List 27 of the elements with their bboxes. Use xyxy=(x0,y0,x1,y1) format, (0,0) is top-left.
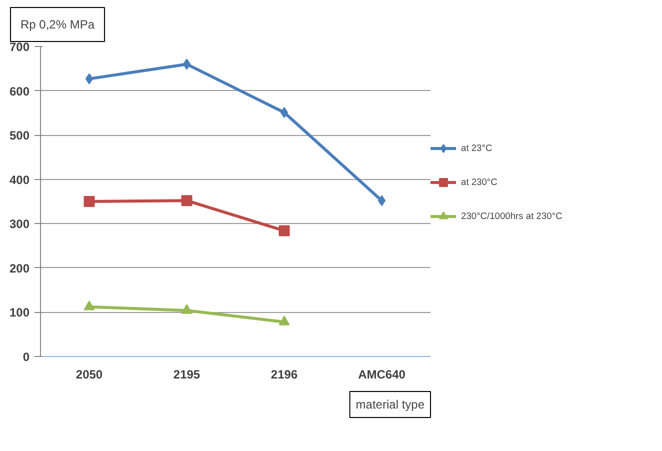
y-tick-label: 0 xyxy=(22,350,30,364)
legend-label: 230°C/1000hrs at 230°C xyxy=(461,211,562,221)
point xyxy=(84,300,95,310)
y-tick-label: 400 xyxy=(9,172,30,187)
x-tick-label: 2050 xyxy=(76,368,103,382)
legend-label: at 230°C xyxy=(461,177,498,187)
y-tick-label: 500 xyxy=(9,128,30,143)
point xyxy=(378,195,386,206)
x-tick-label: 2196 xyxy=(270,368,298,382)
point xyxy=(85,73,94,84)
y-tick-label: 600 xyxy=(9,84,30,98)
point xyxy=(280,106,288,118)
y-tick-label: 100 xyxy=(9,306,30,320)
point xyxy=(182,58,191,70)
point xyxy=(278,225,290,236)
y-tick-label: 700 xyxy=(9,40,30,54)
point xyxy=(181,304,192,314)
point xyxy=(278,316,290,326)
x-tick-label: AMC640 xyxy=(358,368,406,382)
x-axis-title: material type xyxy=(356,398,425,412)
legend-label: at 23°C xyxy=(461,143,492,153)
y-tick-label: 200 xyxy=(9,261,30,276)
x-tick-label: 2195 xyxy=(173,368,200,382)
point xyxy=(181,195,192,206)
y-tick-label: 300 xyxy=(9,217,30,232)
y-axis-title: Rp 0,2% MPa xyxy=(20,18,95,32)
point xyxy=(84,196,95,207)
